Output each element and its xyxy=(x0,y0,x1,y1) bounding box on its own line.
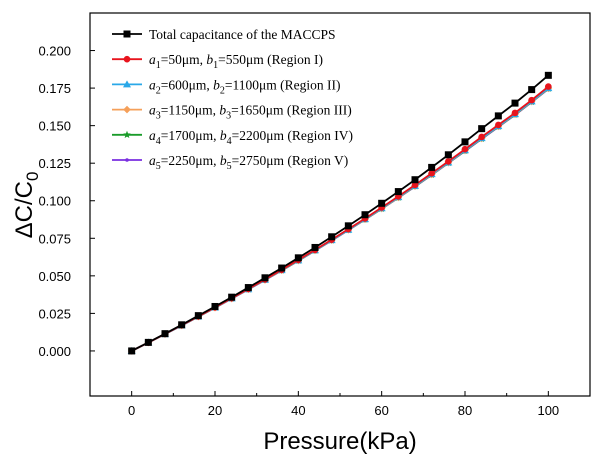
data-point xyxy=(478,125,486,133)
data-point xyxy=(161,330,169,338)
data-point xyxy=(445,158,452,165)
data-point xyxy=(123,105,131,114)
data-point xyxy=(144,338,152,346)
legend-label: a1=50μm, b1=550μm (Region I) xyxy=(149,52,323,71)
x-tick-label: 0 xyxy=(128,403,135,418)
y-axis-title-main: ΔC/C xyxy=(11,181,38,238)
data-point xyxy=(123,80,131,88)
legend-item: a5=2250μm, b5=2750μm (Region V) xyxy=(112,153,348,172)
legend-item: a3=1150μm, b3=1650μm (Region III) xyxy=(112,103,352,122)
x-tick-label: 100 xyxy=(537,403,559,418)
series xyxy=(127,84,553,355)
data-point xyxy=(511,99,519,107)
data-point xyxy=(544,71,552,79)
data-point xyxy=(125,158,129,162)
legend-label: a2=600μm, b2=1100μm (Region II) xyxy=(149,77,340,96)
legend: Total capacitance of the MACCPS a1=50μm, … xyxy=(112,27,353,172)
legend-label: a4=1700μm, b4=2200μm (Region IV) xyxy=(149,128,353,147)
series xyxy=(128,71,552,355)
y-tick-label: 0.200 xyxy=(38,44,71,59)
y-tick-label: 0.000 xyxy=(38,344,71,359)
series xyxy=(127,84,553,355)
data-point xyxy=(178,321,186,329)
legend-label: Total capacitance of the MACCPS xyxy=(149,27,336,42)
data-point xyxy=(311,243,319,251)
y-axis-title: ΔC/C0 xyxy=(11,172,42,239)
axis-ticks: 0 20 40 60 80 100 0.000 0.025 0.050 0.075 0.100 0.1… xyxy=(38,44,559,418)
y-tick-label: 0.100 xyxy=(38,194,71,209)
legend-item: a2=600μm, b2=1100μm (Region II) xyxy=(112,77,340,96)
x-tick-label: 80 xyxy=(458,403,472,418)
data-point xyxy=(244,284,252,292)
x-tick-label: 40 xyxy=(291,403,305,418)
data-point xyxy=(378,199,386,207)
data-point xyxy=(194,312,202,320)
data-point xyxy=(428,169,435,177)
data-point xyxy=(495,121,502,129)
legend-item: Total capacitance of the MACCPS xyxy=(112,27,336,42)
y-tick-label: 0.125 xyxy=(38,156,71,171)
data-point xyxy=(394,188,402,196)
series xyxy=(127,84,553,354)
data-point xyxy=(123,130,131,139)
legend-item: a4=1700μm, b4=2200μm (Region IV) xyxy=(112,128,353,147)
data-point xyxy=(478,133,485,141)
data-point xyxy=(278,264,286,272)
plot-frame xyxy=(89,12,591,397)
legend-item: a1=50μm, b1=550μm (Region I) xyxy=(112,52,323,71)
data-point xyxy=(128,347,136,355)
data-point xyxy=(428,163,436,171)
data-point xyxy=(344,222,352,230)
data-point xyxy=(361,211,369,219)
y-axis-title-subscript: 0 xyxy=(23,172,42,181)
legend-label: a5=2250μm, b5=2750μm (Region V) xyxy=(149,153,348,172)
data-point xyxy=(494,112,502,120)
data-point xyxy=(123,55,131,63)
data-point xyxy=(123,30,131,38)
y-tick-label: 0.175 xyxy=(38,81,71,96)
data-point xyxy=(528,96,535,104)
data-point xyxy=(261,274,269,282)
y-tick-label: 0.075 xyxy=(38,231,71,246)
x-axis-title: Pressure(kPa) xyxy=(263,428,416,455)
data-point xyxy=(461,145,469,153)
data-point xyxy=(411,176,419,184)
data-point xyxy=(211,302,219,310)
data-point xyxy=(294,254,302,262)
data-point xyxy=(328,233,336,241)
data-point xyxy=(528,86,536,94)
data-point xyxy=(545,83,552,90)
x-tick-label: 60 xyxy=(374,403,388,418)
y-axis-title-group: ΔC/C0 xyxy=(11,172,42,239)
legend-label: a3=1150μm, b3=1650μm (Region III) xyxy=(149,103,352,122)
data-point xyxy=(511,109,519,117)
series-layer xyxy=(127,71,553,355)
data-point xyxy=(461,138,469,146)
x-tick-label: 20 xyxy=(208,403,222,418)
data-point xyxy=(411,181,419,189)
data-point xyxy=(444,151,452,159)
y-tick-label: 0.050 xyxy=(38,269,71,284)
data-point xyxy=(228,293,236,301)
y-tick-label: 0.150 xyxy=(38,119,71,134)
y-tick-label: 0.025 xyxy=(38,306,71,321)
